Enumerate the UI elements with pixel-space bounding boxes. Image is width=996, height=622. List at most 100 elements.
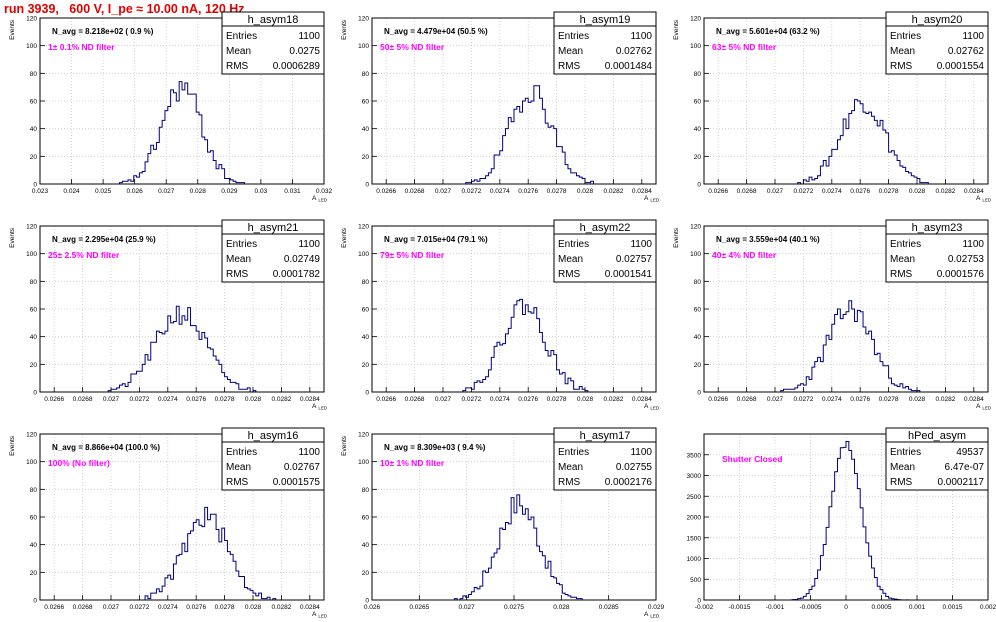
y-tick-label: 120	[358, 16, 369, 23]
stats-label: Entries	[558, 31, 589, 42]
x-tick-label: 0.0278	[547, 396, 567, 403]
x-tick-label: -0.002	[695, 604, 714, 611]
stats-value: 1100	[630, 239, 652, 250]
x-tick-label: 0.0274	[822, 188, 842, 195]
stats-label: RMS	[226, 477, 249, 488]
navg-label: N_avg = 8.866e+04 (100.0 %)	[52, 443, 160, 452]
y-axis-label: Events	[9, 227, 16, 248]
x-tick-label: 0.028	[190, 188, 207, 195]
stats-value: 0.0001554	[937, 61, 985, 72]
histogram-line	[40, 81, 324, 185]
x-tick-label: 0.0272	[129, 604, 149, 611]
x-axis-label: A LED	[312, 403, 328, 411]
stats-value: 0.02749	[284, 254, 321, 265]
y-tick-label: 20	[694, 362, 702, 369]
y-axis-label: Events	[9, 19, 16, 40]
y-axis-label: Events	[673, 19, 680, 40]
x-tick-label: 0.0015	[943, 604, 963, 611]
histogram-panel-h_asym23: 0.0266 0.0268 0.027 0.0272 0.0274 0.0276 0.027…	[673, 219, 992, 411]
x-tick-label: 0.0275	[504, 604, 524, 611]
y-tick-label: 0	[365, 390, 369, 397]
x-tick-label: 0.0268	[73, 604, 93, 611]
x-tick-label: 0.0266	[708, 188, 728, 195]
x-axis-label: A LED	[976, 403, 992, 411]
y-tick-label: 100	[358, 459, 369, 466]
stats-box: h_asym19 Entries 1100 Mean 0.02762 RMS 0.00014…	[553, 11, 657, 75]
x-tick-label: 0.031	[284, 188, 301, 195]
stats-value: 0.0002117	[937, 477, 984, 488]
stats-box: h_asym22 Entries 1100 Mean 0.02757 RMS 0.00015…	[553, 219, 657, 283]
histogram-panel-h_asym19: 0.0266 0.0268 0.027 0.0272 0.0274 0.0276 0.027…	[341, 11, 660, 203]
stats-label: Entries	[890, 239, 921, 250]
filter-label: 1± 0.1% ND filter	[48, 42, 115, 52]
navg-label: N_avg = 2.295e+04 (25.9 %)	[52, 235, 156, 244]
x-tick-label: 0.0274	[158, 604, 178, 611]
y-tick-label: 100	[358, 251, 369, 258]
stats-box-frame	[885, 11, 989, 75]
x-tick-label: 0.029	[648, 604, 665, 611]
y-tick-label: 60	[30, 307, 38, 314]
x-tick-label: 0.0268	[73, 396, 93, 403]
y-tick-label: 40	[694, 334, 702, 341]
stats-label: Mean	[558, 46, 583, 57]
stats-value: 1100	[298, 447, 320, 458]
x-tick-label: 0.024	[63, 188, 80, 195]
x-tick-label: 0.0282	[271, 396, 291, 403]
y-tick-label: 0	[365, 598, 369, 605]
stats-label: RMS	[226, 269, 249, 280]
stats-box-frame	[553, 11, 657, 75]
x-tick-label: 0.0266	[376, 188, 396, 195]
y-tick-label: 0	[697, 598, 701, 605]
stats-box: h_asym21 Entries 1100 Mean 0.02749 RMS 0.00017…	[221, 219, 325, 283]
stats-box-title: h_asym17	[580, 430, 631, 442]
x-tick-label: -0.0005	[799, 604, 821, 611]
x-tick-label: 0.0274	[822, 396, 842, 403]
stats-box-frame	[885, 219, 989, 283]
y-tick-label: 80	[362, 487, 370, 494]
x-tick-label: 0.0276	[850, 188, 870, 195]
y-tick-label: 100	[26, 459, 37, 466]
x-tick-label: 0.027	[459, 604, 476, 611]
x-tick-label: 0.0274	[158, 396, 178, 403]
x-tick-label: 0.028	[577, 396, 594, 403]
y-tick-label: 100	[26, 43, 37, 50]
x-tick-label: 0.0268	[405, 396, 425, 403]
x-tick-label: 0.0284	[300, 604, 320, 611]
y-tick-label: 60	[30, 515, 38, 522]
x-tick-label: 0.028	[909, 188, 926, 195]
x-tick-label: 0.0276	[518, 396, 538, 403]
x-tick-label: 0.0284	[964, 396, 984, 403]
y-tick-label: 80	[30, 487, 38, 494]
histogram-panel-h_asym20: 0.0266 0.0268 0.027 0.0272 0.0274 0.0276 0.027…	[673, 11, 992, 203]
stats-box: h_asym17 Entries 1100 Mean 0.02755 RMS 0.00021…	[553, 427, 657, 491]
histogram-panel-h_asym16: 0.0266 0.0268 0.027 0.0272 0.0274 0.0276 0.027…	[9, 427, 328, 619]
stats-box-title: h_asym23	[912, 222, 963, 234]
stats-label: Entries	[226, 31, 257, 42]
x-tick-label: 0.0276	[518, 188, 538, 195]
stats-box-title: h_asym16	[248, 430, 299, 442]
stats-box: h_asym23 Entries 1100 Mean 0.02753 RMS 0.00015…	[885, 219, 989, 283]
filter-label: 40± 4% ND filter	[712, 250, 777, 260]
x-tick-label: -0.0015	[728, 604, 750, 611]
y-tick-label: 40	[362, 126, 370, 133]
x-tick-label: 0.0274	[490, 396, 510, 403]
navg-label: N_avg = 8.218e+02 ( 0.9 %)	[52, 27, 154, 36]
y-tick-label: 40	[694, 126, 702, 133]
stats-box-title: h_asym19	[580, 14, 631, 26]
y-tick-label: 80	[30, 279, 38, 286]
navg-label: N_avg = 3.559e+04 (40.1 %)	[716, 235, 820, 244]
filter-label: 100% (No filter)	[48, 458, 110, 468]
stats-value: 0.0006289	[273, 61, 321, 72]
y-tick-label: 80	[30, 71, 38, 78]
y-tick-label: 100	[690, 43, 701, 50]
stats-value: 0.02757	[616, 254, 653, 265]
y-axis-label: Events	[341, 227, 348, 248]
filter-label: 10± 1% ND filter	[380, 458, 445, 468]
stats-value: 0.02762	[948, 46, 985, 57]
x-tick-label: 0.0278	[879, 396, 899, 403]
y-tick-label: 120	[358, 432, 369, 439]
y-tick-label: 20	[362, 154, 370, 161]
stats-label: Mean	[890, 46, 915, 57]
filter-label: 50± 5% ND filter	[380, 42, 445, 52]
